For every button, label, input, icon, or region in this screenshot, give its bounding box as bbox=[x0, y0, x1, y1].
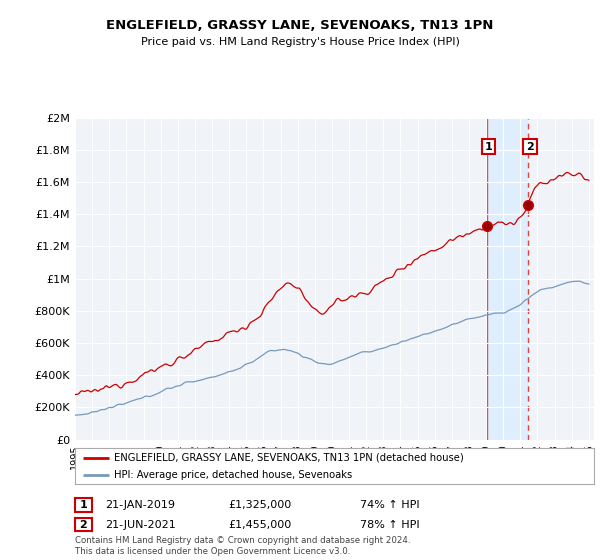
Text: ENGLEFIELD, GRASSY LANE, SEVENOAKS, TN13 1PN: ENGLEFIELD, GRASSY LANE, SEVENOAKS, TN13… bbox=[106, 18, 494, 32]
Text: 21-JUN-2021: 21-JUN-2021 bbox=[105, 520, 176, 530]
Text: 2: 2 bbox=[526, 142, 534, 152]
Text: £1,455,000: £1,455,000 bbox=[228, 520, 291, 530]
Text: 2: 2 bbox=[80, 520, 87, 530]
Text: 1: 1 bbox=[80, 500, 87, 510]
Text: 74% ↑ HPI: 74% ↑ HPI bbox=[360, 500, 419, 510]
Text: £1,325,000: £1,325,000 bbox=[228, 500, 291, 510]
Text: Contains HM Land Registry data © Crown copyright and database right 2024.
This d: Contains HM Land Registry data © Crown c… bbox=[75, 536, 410, 556]
Text: 21-JAN-2019: 21-JAN-2019 bbox=[105, 500, 175, 510]
Bar bbox=[487, 118, 529, 440]
Text: 1: 1 bbox=[485, 142, 493, 152]
Text: HPI: Average price, detached house, Sevenoaks: HPI: Average price, detached house, Seve… bbox=[114, 470, 352, 479]
Text: ENGLEFIELD, GRASSY LANE, SEVENOAKS, TN13 1PN (detached house): ENGLEFIELD, GRASSY LANE, SEVENOAKS, TN13… bbox=[114, 453, 464, 463]
Text: Price paid vs. HM Land Registry's House Price Index (HPI): Price paid vs. HM Land Registry's House … bbox=[140, 37, 460, 47]
Text: 78% ↑ HPI: 78% ↑ HPI bbox=[360, 520, 419, 530]
